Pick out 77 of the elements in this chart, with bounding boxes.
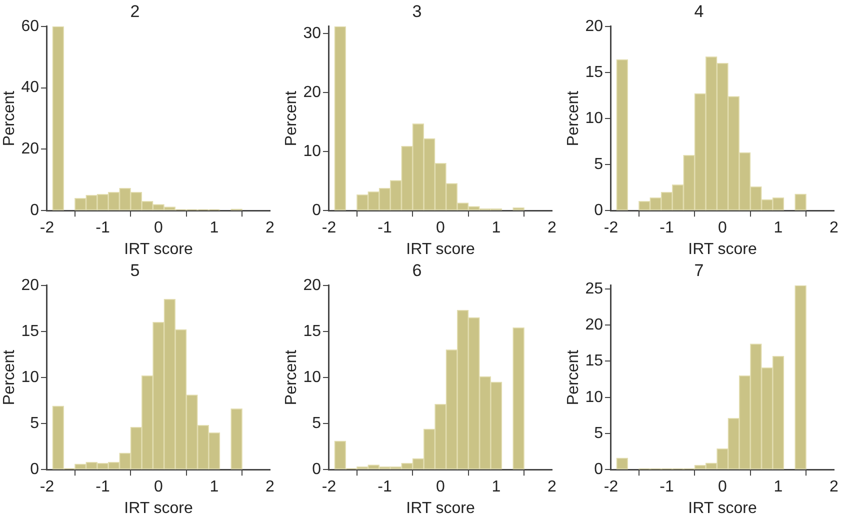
chart-title: 6 — [412, 260, 422, 280]
x-axis-title: IRT score — [124, 500, 193, 517]
x-tick-label: 0 — [718, 220, 728, 237]
y-axis-title: Percent — [283, 90, 300, 146]
chart-title: 2 — [130, 2, 140, 21]
y-tick-label: 40 — [21, 79, 40, 96]
y-tick-label: 20 — [21, 140, 40, 158]
y-tick-label: 10 — [585, 110, 604, 127]
y-tick-label: 20 — [303, 84, 322, 101]
x-tick-label: -2 — [40, 220, 54, 237]
y-tick-label: 10 — [303, 142, 322, 160]
y-tick-label: 0 — [594, 202, 604, 220]
y-tick-label: 10 — [303, 368, 322, 386]
x-tick-label: 2 — [548, 220, 557, 237]
y-tick-label: 10 — [585, 388, 604, 406]
y-tick-label: 20 — [21, 276, 40, 294]
y-tick-label: 20 — [303, 276, 322, 294]
x-axis-title: IRT score — [688, 500, 757, 517]
chart-title: 4 — [694, 2, 704, 21]
y-tick-label: 60 — [21, 18, 40, 35]
x-tick-label: 2 — [830, 478, 839, 496]
x-tick-label: 0 — [718, 478, 728, 496]
y-axis-title: Percent — [1, 90, 18, 146]
x-tick-label: 2 — [266, 220, 275, 237]
x-tick-label: -1 — [660, 478, 674, 496]
y-tick-label: 5 — [312, 414, 322, 432]
y-tick-label: 0 — [312, 202, 322, 220]
y-axis-title: Percent — [565, 90, 582, 146]
x-tick-label: -2 — [322, 220, 336, 237]
x-tick-label: -1 — [378, 220, 392, 237]
x-tick-label: -2 — [604, 478, 618, 496]
x-axis-title: IRT score — [124, 240, 193, 258]
y-tick-label: 30 — [303, 24, 322, 42]
y-tick-label: 0 — [594, 461, 604, 478]
x-tick-label: 0 — [436, 220, 446, 237]
y-tick-label: 15 — [585, 352, 604, 370]
y-axis-title: Percent — [1, 349, 18, 406]
x-tick-label: -1 — [660, 220, 674, 237]
y-tick-label: 15 — [303, 322, 322, 340]
chart-title: 5 — [130, 260, 140, 280]
y-axis-title: Percent — [565, 349, 582, 406]
x-tick-label: -1 — [96, 220, 110, 237]
x-tick-label: -1 — [378, 478, 392, 496]
y-tick-label: 20 — [585, 18, 604, 35]
x-tick-label: 2 — [266, 478, 275, 496]
x-tick-label: -2 — [604, 220, 618, 237]
x-tick-label: -2 — [322, 478, 336, 496]
x-tick-label: 0 — [154, 220, 164, 237]
x-tick-label: 0 — [436, 478, 446, 496]
x-tick-label: 1 — [210, 220, 219, 237]
x-tick-label: -2 — [40, 478, 54, 496]
y-tick-label: 20 — [585, 316, 604, 334]
y-tick-label: 25 — [585, 280, 604, 298]
y-tick-label: 5 — [30, 414, 40, 432]
y-tick-label: 0 — [312, 461, 322, 478]
x-tick-label: 2 — [830, 220, 839, 237]
x-tick-label: -1 — [96, 478, 110, 496]
x-tick-label: 1 — [492, 478, 501, 496]
chart-title: 3 — [412, 2, 422, 21]
x-axis-title: IRT score — [406, 500, 475, 517]
x-tick-label: 1 — [492, 220, 501, 237]
x-tick-label: 1 — [210, 478, 219, 496]
x-tick-label: 2 — [548, 478, 557, 496]
x-tick-label: 1 — [774, 220, 783, 237]
x-tick-label: 0 — [154, 478, 164, 496]
y-tick-label: 15 — [585, 64, 604, 81]
y-axis-title: Percent — [283, 349, 300, 406]
x-tick-label: 1 — [774, 478, 783, 496]
x-axis-title: IRT score — [406, 240, 475, 258]
chart-title: 7 — [694, 260, 704, 280]
y-tick-label: 15 — [21, 322, 40, 340]
y-tick-label: 0 — [30, 202, 40, 220]
y-tick-label: 5 — [594, 156, 604, 173]
y-tick-label: 10 — [21, 368, 40, 386]
y-tick-label: 5 — [594, 424, 604, 442]
x-axis-title: IRT score — [688, 240, 757, 258]
y-tick-label: 0 — [30, 461, 40, 478]
